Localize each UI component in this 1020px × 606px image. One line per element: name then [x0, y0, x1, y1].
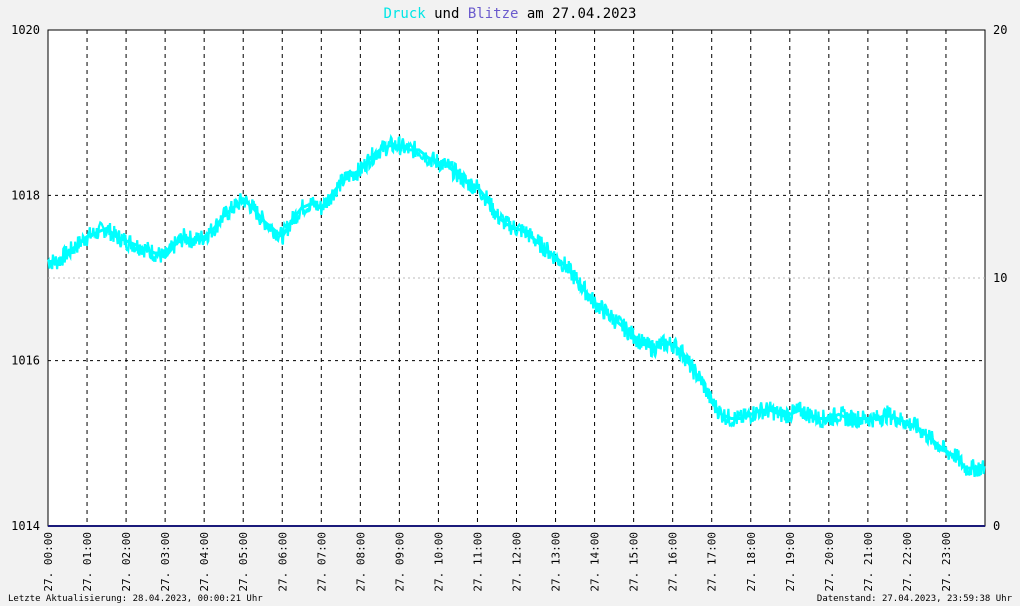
x-tick-label: 27. 06:00	[276, 532, 289, 592]
x-tick-label: 27. 15:00	[628, 532, 641, 592]
title-date: am 27.04.2023	[518, 6, 636, 22]
x-tick-label: 27. 13:00	[550, 532, 563, 592]
x-tick-label: 27. 19:00	[784, 532, 797, 592]
y-left-tick-labels: 1014 1016 1018 1020	[11, 23, 40, 533]
x-tick-label: 27. 21:00	[862, 532, 875, 592]
chart-title: Druck und Blitze am 27.04.2023	[384, 6, 637, 22]
title-und: und	[426, 6, 468, 22]
y-left-tick-label: 1016	[11, 354, 40, 368]
x-tick-label: 27. 09:00	[393, 532, 406, 592]
x-tick-label: 27. 01:00	[81, 532, 94, 592]
y-right-tick-label: 10	[993, 271, 1007, 285]
x-tick-label: 27. 08:00	[354, 532, 367, 592]
x-tick-label: 27. 17:00	[706, 532, 719, 592]
y-right-tick-label: 20	[993, 23, 1007, 37]
x-tick-label: 27. 20:00	[823, 532, 836, 592]
x-tick-label: 27. 16:00	[667, 532, 680, 592]
x-tick-label: 27. 14:00	[589, 532, 602, 592]
x-tick-label: 27. 12:00	[511, 532, 524, 592]
y-right-tick-labels: 0 10 20	[993, 23, 1007, 533]
x-tick-label: 27. 22:00	[901, 532, 914, 592]
grid-lines	[48, 30, 985, 526]
footer-data-status: Datenstand: 27.04.2023, 23:59:38 Uhr	[817, 594, 1013, 604]
x-tick-label: 27. 18:00	[745, 532, 758, 592]
y-left-tick-label: 1014	[11, 519, 40, 533]
title-druck: Druck	[384, 6, 427, 22]
x-tick-label: 27. 04:00	[198, 532, 211, 592]
series-lines	[47, 133, 986, 527]
y-left-tick-label: 1020	[11, 23, 40, 37]
footer-last-update: Letzte Aktualisierung: 28.04.2023, 00:00…	[8, 594, 263, 604]
x-tick-label: 27. 23:00	[940, 532, 953, 592]
x-tick-label: 27. 00:00	[42, 532, 55, 592]
x-tick-label: 27. 10:00	[432, 532, 445, 592]
x-tick-label: 27. 07:00	[315, 532, 328, 592]
y-left-tick-label: 1018	[11, 188, 40, 202]
x-tick-label: 27. 05:00	[237, 532, 250, 592]
y-right-tick-label: 0	[993, 519, 1000, 533]
title-blitze: Blitze	[468, 6, 519, 22]
x-tick-labels: 27. 00:00 27. 01:00 27. 02:00 27. 03:00 27. …	[42, 532, 953, 592]
x-tick-label: 27. 03:00	[159, 532, 172, 592]
x-tick-label: 27. 02:00	[120, 532, 133, 592]
series-line-druck	[48, 144, 985, 470]
x-tick-label: 27. 11:00	[471, 532, 484, 592]
